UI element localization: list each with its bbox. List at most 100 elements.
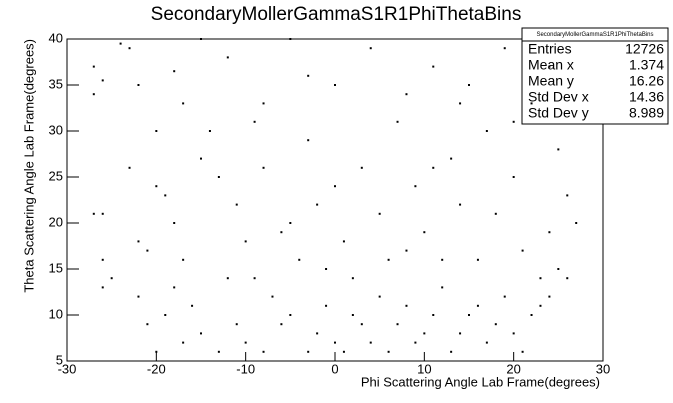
y-tick-label: 25 <box>49 168 63 183</box>
point <box>396 120 399 123</box>
point <box>369 47 372 50</box>
point <box>298 258 301 261</box>
point <box>539 277 542 280</box>
point <box>369 341 372 344</box>
point <box>182 258 185 261</box>
point <box>548 295 551 298</box>
point <box>307 350 310 353</box>
point <box>405 249 408 252</box>
point <box>307 139 310 142</box>
stats-value: 8.989 <box>629 105 664 121</box>
point <box>405 304 408 307</box>
point <box>128 166 131 169</box>
point <box>316 332 319 335</box>
point <box>155 350 158 353</box>
point <box>226 56 229 59</box>
point <box>101 79 104 82</box>
point <box>289 314 292 316</box>
point <box>432 314 435 316</box>
point <box>468 314 470 316</box>
point <box>378 212 381 215</box>
point <box>450 157 453 160</box>
point <box>494 212 497 215</box>
point <box>334 84 336 86</box>
point <box>530 102 533 105</box>
point <box>548 65 551 68</box>
point <box>351 277 354 280</box>
point <box>512 176 515 178</box>
y-tick-label: 10 <box>49 306 63 321</box>
point <box>289 222 292 224</box>
point <box>146 249 149 252</box>
point <box>351 314 354 316</box>
point <box>476 304 479 307</box>
point <box>566 194 569 197</box>
point <box>334 341 336 344</box>
point <box>360 323 363 326</box>
point <box>146 323 149 326</box>
stats-frame <box>521 27 669 125</box>
point <box>459 332 462 335</box>
point <box>387 258 390 261</box>
point <box>244 240 247 243</box>
point <box>423 332 426 335</box>
point <box>521 249 524 252</box>
stats-value: 1.374 <box>629 57 664 73</box>
x-tick-label: 20 <box>506 361 520 376</box>
point <box>200 157 202 160</box>
point <box>396 323 399 326</box>
point <box>217 350 220 353</box>
stats-label: Entries <box>528 41 572 57</box>
point <box>441 258 444 261</box>
point <box>110 277 113 280</box>
point <box>182 102 185 105</box>
y-tick-label: 20 <box>49 214 63 229</box>
point <box>92 212 95 215</box>
point <box>217 176 220 178</box>
x-tick-label: 0 <box>331 361 338 376</box>
point <box>459 102 462 105</box>
point <box>253 277 256 280</box>
point <box>280 231 283 234</box>
stats-box: SecondaryMollerGammaS1R1PhiThetaBins <box>521 27 669 125</box>
y-tick-label: 30 <box>49 122 63 137</box>
point <box>450 350 453 353</box>
point <box>557 268 560 270</box>
point <box>414 341 417 344</box>
point <box>191 304 194 307</box>
point <box>325 304 328 307</box>
point <box>155 130 158 132</box>
point <box>575 222 578 224</box>
x-tick-label: 30 <box>596 361 610 376</box>
point <box>539 304 542 307</box>
y-tick-label: 15 <box>49 260 63 275</box>
point <box>476 258 479 261</box>
point <box>432 166 435 169</box>
x-tick-label: -10 <box>236 361 255 376</box>
point <box>530 314 533 316</box>
point <box>137 84 140 86</box>
point <box>414 185 417 188</box>
point <box>405 93 408 96</box>
point <box>173 222 176 224</box>
point <box>262 166 265 169</box>
point <box>200 332 202 335</box>
point <box>548 231 551 234</box>
point <box>334 185 336 188</box>
point <box>235 203 238 206</box>
point <box>307 74 310 77</box>
point <box>423 231 426 234</box>
stats-label: Std Dev y <box>528 105 589 121</box>
stats-value: 16.26 <box>629 73 664 89</box>
point <box>432 65 435 68</box>
point <box>200 38 202 40</box>
point <box>378 295 381 298</box>
point <box>485 341 488 344</box>
point <box>226 277 229 280</box>
point <box>512 120 515 123</box>
point <box>128 47 131 50</box>
point <box>512 332 515 335</box>
point <box>342 240 345 243</box>
point <box>271 295 274 298</box>
